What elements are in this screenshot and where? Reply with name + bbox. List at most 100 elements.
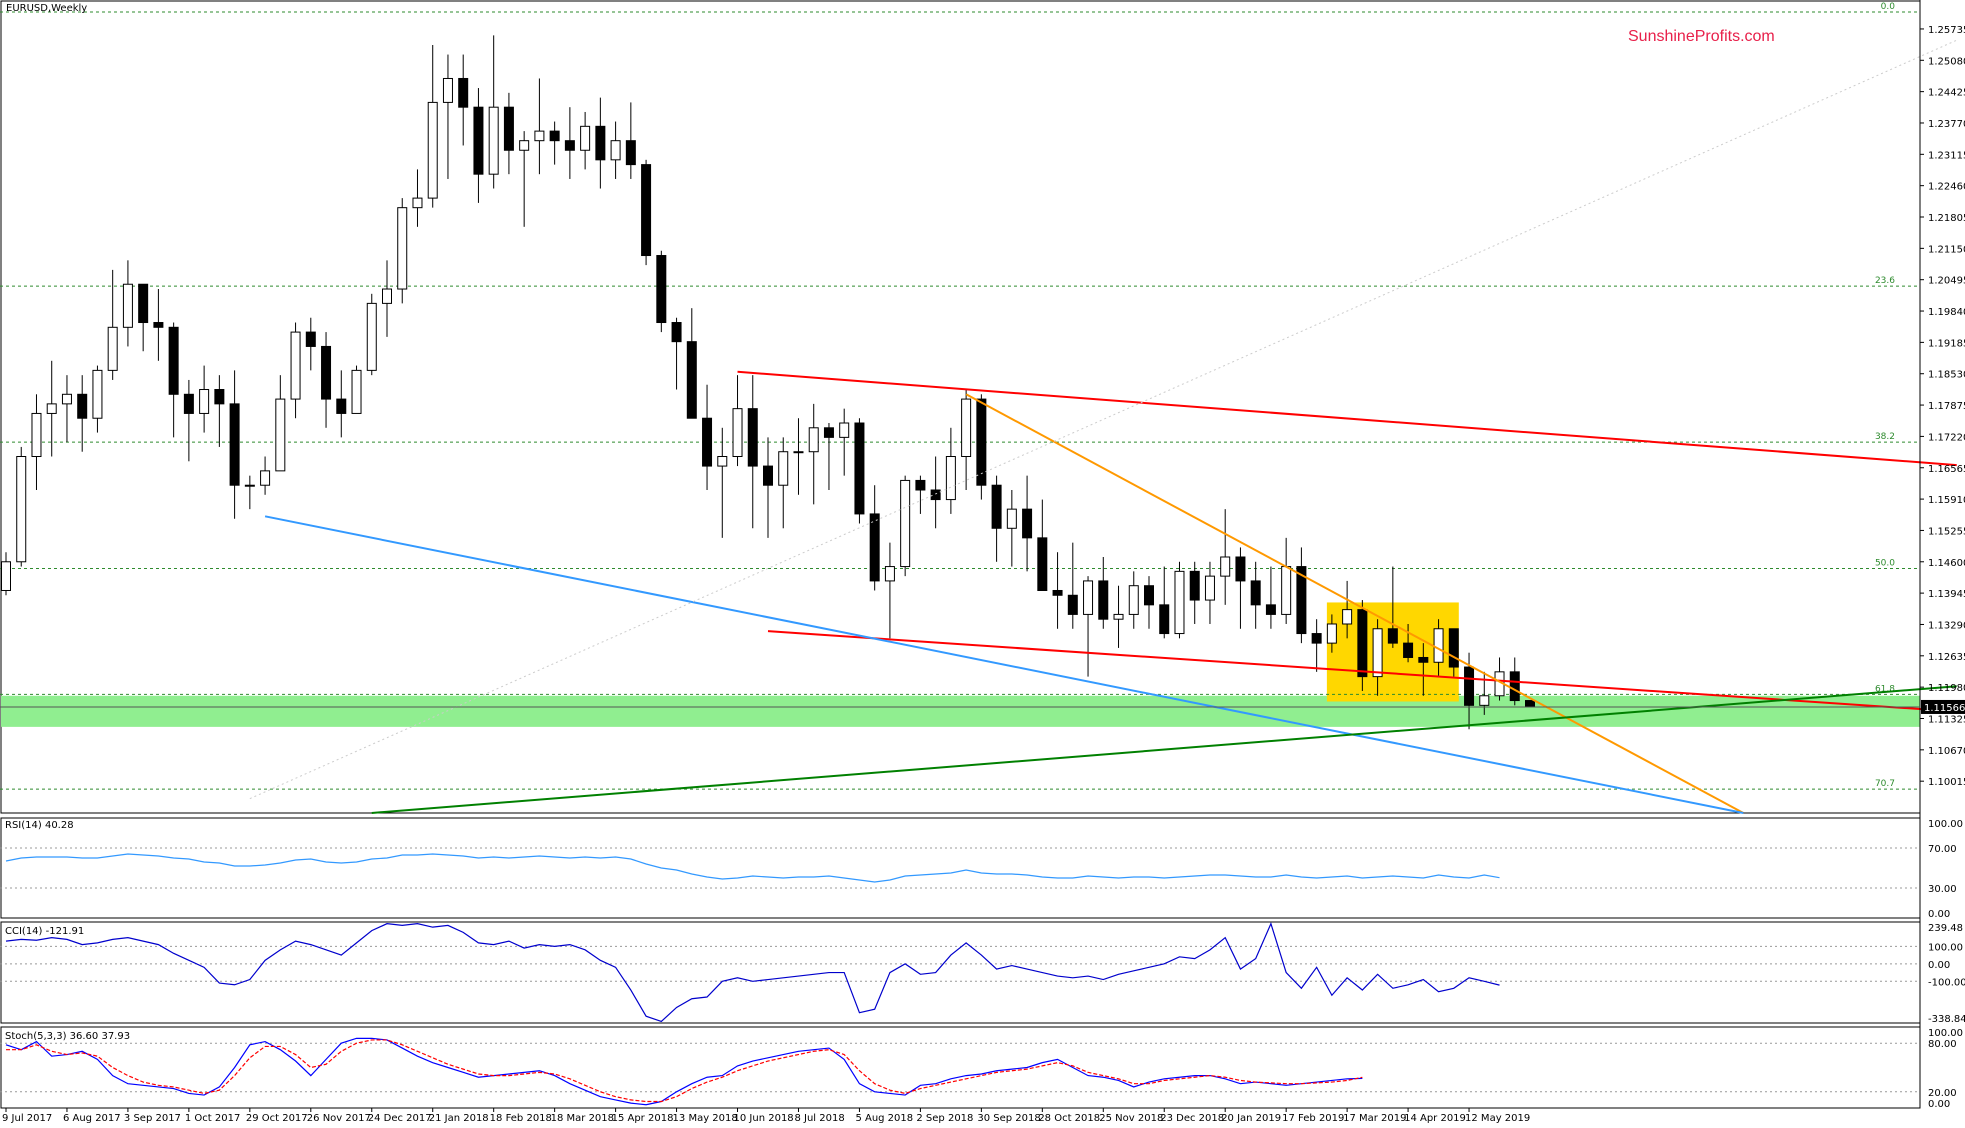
candle-bull	[778, 451, 789, 486]
price-tick-label: 1.15255	[1928, 526, 1965, 537]
candle-bear	[1159, 604, 1170, 635]
candle-bear	[686, 341, 697, 419]
cci-level-label: 100.00	[1928, 942, 1963, 953]
candle-bear	[564, 140, 575, 151]
candle-bull	[260, 470, 271, 486]
candle-bear	[138, 283, 149, 324]
cci-label: CCI(14) -121.91	[5, 926, 84, 937]
candle-bull	[427, 101, 438, 199]
candle-bear	[671, 322, 682, 343]
candle-bull	[1083, 580, 1094, 615]
symbol-label: EURUSD,Weekly	[6, 3, 87, 14]
candle-bull	[519, 140, 530, 151]
price-tick-label: 1.19840	[1928, 307, 1965, 318]
stoch-series-line	[5, 1037, 1363, 1106]
stoch-label: Stoch(5,3,3) 36.60 37.93	[5, 1031, 130, 1042]
rsi-level-label: 30.00	[1928, 884, 1957, 895]
candle-bull	[1372, 628, 1383, 678]
candle-bull	[793, 451, 804, 454]
fib-level-label: 50.0	[1875, 558, 1895, 568]
stoch-level-label: 100.00	[1928, 1028, 1963, 1039]
candle-bear	[214, 389, 225, 405]
candle-bull	[534, 130, 545, 142]
price-tick-label: 1.21805	[1928, 213, 1965, 224]
stoch-level-label: 20.00	[1928, 1088, 1957, 1099]
candle-bull	[839, 422, 850, 438]
candle-bear	[1265, 604, 1276, 615]
candle-bull	[610, 140, 621, 161]
candle-bull	[366, 302, 377, 371]
price-tick-label: 1.24425	[1928, 88, 1965, 99]
candle-bear	[183, 393, 194, 414]
candle-bear	[702, 417, 713, 467]
fib-level-label: 0.0	[1881, 2, 1896, 12]
support-zone	[1, 695, 1920, 727]
indicator-panes: 100.00 70.00 30.00 0.00 239.48 100.00 0.00 -100…	[0, 817, 1965, 1110]
candle-bear	[1311, 633, 1322, 644]
trendline-red-lower	[767, 630, 1957, 713]
date-tick-label: 23 Dec 2018	[1160, 1113, 1224, 1124]
date-tick-label: 17 Mar 2019	[1343, 1113, 1406, 1124]
candle-bear	[915, 479, 926, 491]
date-tick-label: 20 Jan 2019	[1221, 1113, 1281, 1124]
candle-bear	[1235, 556, 1246, 582]
price-tick-label: 1.13945	[1928, 589, 1965, 600]
date-tick-label: 10 Jun 2018	[734, 1113, 794, 1124]
stoch-series-line	[6, 1039, 1363, 1103]
fib-level-label: 38.2	[1875, 432, 1895, 442]
date-tick-label: 2 Sep 2018	[916, 1113, 973, 1124]
price-tick-label: 1.13290	[1928, 620, 1965, 631]
price-tick-label: 1.17220	[1928, 432, 1965, 443]
candle-bear	[1464, 666, 1475, 706]
candle-bear	[930, 489, 941, 501]
date-axis-group: 9 Jul 2017 6 Aug 2017 3 Sep 2017 1 Oct 2017…	[2, 1108, 1530, 1124]
candle-bull	[1479, 695, 1490, 706]
candle-bear	[1509, 671, 1520, 702]
candle-bear	[1037, 537, 1048, 591]
candle-bear	[854, 422, 865, 515]
rsi-level-label: 100.00	[1928, 819, 1963, 830]
candle-bear	[458, 77, 469, 108]
candle-bull	[1326, 623, 1337, 644]
date-tick-label: 9 Jul 2017	[2, 1113, 52, 1124]
rsi-level-label: 0.00	[1928, 909, 1950, 920]
cci-level-label: -338.84	[1928, 1014, 1965, 1025]
price-tick-label: 1.12635	[1928, 652, 1965, 663]
candle-bull	[275, 398, 286, 472]
cci-level-label: 239.48	[1928, 923, 1963, 934]
candle-bear	[168, 326, 179, 395]
price-tick-label: 1.18530	[1928, 370, 1965, 381]
date-tick-label: 28 Oct 2018	[1038, 1113, 1100, 1124]
price-tick-label: 1.25735	[1928, 25, 1965, 36]
cci-level-label: -100.00	[1928, 977, 1965, 988]
stoch-level-label: 0.00	[1928, 1099, 1950, 1110]
candle-bull	[717, 456, 728, 467]
cci-pane-border	[0, 921, 1921, 1024]
candle-bull	[884, 566, 895, 582]
price-tick-label: 1.14600	[1928, 558, 1965, 569]
candle-bull	[382, 288, 392, 304]
candle-bear	[549, 130, 560, 142]
candle-bull	[945, 456, 956, 501]
current-price-label: 1.11566	[1924, 703, 1965, 714]
candle-bull	[1006, 508, 1017, 529]
date-tick-label: 5 Aug 2018	[855, 1113, 913, 1124]
price-tick-label: 1.15910	[1928, 495, 1965, 506]
date-tick-label: 13 May 2018	[673, 1113, 738, 1124]
candle-bear	[976, 398, 987, 486]
watermark: SunshineProfits.com	[1628, 28, 1775, 45]
trendline-red-upper	[737, 370, 1957, 467]
candle-bull	[122, 283, 133, 328]
date-tick-label: 8 Jul 2018	[794, 1113, 844, 1124]
candle-bear	[656, 255, 667, 324]
candle-bear	[77, 393, 88, 419]
candle-bull	[732, 408, 743, 458]
candle-bull	[900, 479, 911, 568]
date-tick-label: 18 Mar 2018	[551, 1113, 614, 1124]
candle-bear	[763, 465, 773, 486]
candle-bear	[1067, 594, 1078, 615]
candle-bull	[1113, 613, 1124, 620]
